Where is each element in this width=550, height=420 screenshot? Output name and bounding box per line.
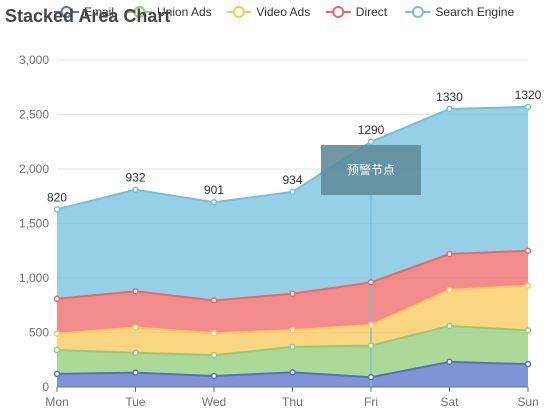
x-tick-label: Sun bbox=[517, 395, 538, 409]
point-direct[interactable] bbox=[210, 297, 218, 304]
y-tick-label: 3,000 bbox=[19, 53, 49, 67]
area-union-ads bbox=[57, 325, 528, 378]
point-direct[interactable] bbox=[446, 250, 453, 258]
legend-item-search-engine[interactable]: Search Engine bbox=[405, 5, 514, 19]
series-points bbox=[53, 103, 532, 381]
x-tick-label: Thu bbox=[282, 395, 303, 409]
x-tick-label: Fri bbox=[364, 395, 378, 409]
point-search-engine[interactable] bbox=[132, 186, 139, 193]
y-tick-label: 1,500 bbox=[19, 217, 49, 231]
point-video-ads[interactable] bbox=[132, 324, 139, 331]
point-direct[interactable] bbox=[53, 295, 61, 302]
point-search-engine[interactable] bbox=[367, 138, 375, 145]
legend-item-direct[interactable]: Direct bbox=[325, 5, 388, 19]
point-search-engine[interactable] bbox=[289, 188, 296, 196]
point-direct[interactable] bbox=[289, 290, 296, 297]
legend-label: Union Ads bbox=[157, 5, 212, 19]
point-video-ads[interactable] bbox=[53, 330, 61, 337]
chart-title: Stacked Area Chart bbox=[5, 6, 170, 26]
data-label: 1320 bbox=[515, 88, 542, 102]
y-tick-label: 0 bbox=[42, 380, 49, 394]
data-label: 934 bbox=[282, 173, 302, 187]
point-search-engine[interactable] bbox=[446, 105, 453, 113]
mark-point-box bbox=[321, 145, 421, 195]
legend-marker-icon bbox=[60, 6, 73, 18]
point-email[interactable] bbox=[53, 370, 61, 378]
point-search-engine[interactable] bbox=[210, 198, 218, 206]
legend-item-union-ads[interactable]: Union Ads bbox=[127, 5, 212, 19]
legend-label: Search Engine bbox=[435, 5, 514, 19]
x-tick-label: Sat bbox=[440, 395, 459, 409]
point-search-engine[interactable] bbox=[524, 103, 532, 111]
x-tick-label: Mon bbox=[45, 395, 68, 409]
legend-marker-icon bbox=[232, 6, 245, 18]
data-labels: 820 932 901 934 1290 1330 1320 bbox=[47, 88, 542, 204]
point-union-ads[interactable] bbox=[367, 342, 375, 349]
legend-label: Email bbox=[84, 5, 114, 19]
point-direct[interactable] bbox=[132, 288, 139, 295]
point-email[interactable] bbox=[367, 373, 375, 381]
point-direct[interactable] bbox=[524, 247, 532, 254]
legend-label: Direct bbox=[356, 5, 388, 19]
y-tick-label: 1,000 bbox=[19, 271, 49, 285]
point-direct[interactable] bbox=[367, 279, 375, 286]
point-email[interactable] bbox=[446, 358, 453, 366]
legend-marker-icon bbox=[332, 6, 345, 18]
data-label: 820 bbox=[47, 190, 67, 204]
y-tick-label: 2,000 bbox=[19, 162, 49, 176]
point-union-ads[interactable] bbox=[53, 346, 61, 354]
y-tick-label: 500 bbox=[29, 326, 49, 340]
data-label: 1330 bbox=[436, 90, 463, 104]
point-email[interactable] bbox=[210, 372, 218, 380]
point-video-ads[interactable] bbox=[210, 330, 218, 337]
axes: 0 500 1,000 1,500 2,000 2,500 3,000 Mon Tue Wed Th… bbox=[19, 53, 539, 409]
legend-marker-icon bbox=[133, 6, 146, 18]
point-union-ads[interactable] bbox=[524, 327, 532, 334]
y-tick-label: 2,500 bbox=[19, 108, 49, 122]
point-video-ads[interactable] bbox=[289, 326, 296, 334]
legend-item-video-ads[interactable]: Video Ads bbox=[226, 5, 310, 19]
point-video-ads[interactable] bbox=[524, 282, 532, 289]
point-union-ads[interactable] bbox=[446, 322, 453, 330]
x-tick-label: Tue bbox=[125, 395, 146, 409]
x-tick-label: Wed bbox=[202, 395, 226, 409]
point-video-ads[interactable] bbox=[446, 286, 453, 294]
legend-label: Video Ads bbox=[256, 5, 310, 19]
mark-point-label: 预警节点 bbox=[347, 162, 395, 177]
legend[interactable]: Email Union Ads Video Ads Direct Search Engi… bbox=[54, 5, 514, 19]
point-email[interactable] bbox=[132, 369, 139, 376]
data-label: 901 bbox=[204, 183, 224, 197]
point-union-ads[interactable] bbox=[210, 351, 218, 359]
point-union-ads[interactable] bbox=[132, 349, 139, 357]
point-video-ads[interactable] bbox=[367, 321, 375, 329]
point-union-ads[interactable] bbox=[289, 343, 296, 351]
area-direct bbox=[57, 250, 528, 334]
area-video-ads bbox=[57, 285, 528, 356]
point-search-engine[interactable] bbox=[53, 206, 61, 213]
legend-marker-icon bbox=[411, 6, 424, 18]
data-label: 932 bbox=[125, 171, 145, 185]
point-email[interactable] bbox=[289, 369, 296, 376]
data-label: 1290 bbox=[358, 123, 385, 137]
legend-item-email[interactable]: Email bbox=[54, 5, 114, 19]
point-email[interactable] bbox=[524, 360, 532, 368]
mark-point: 预警节点 bbox=[321, 145, 421, 195]
